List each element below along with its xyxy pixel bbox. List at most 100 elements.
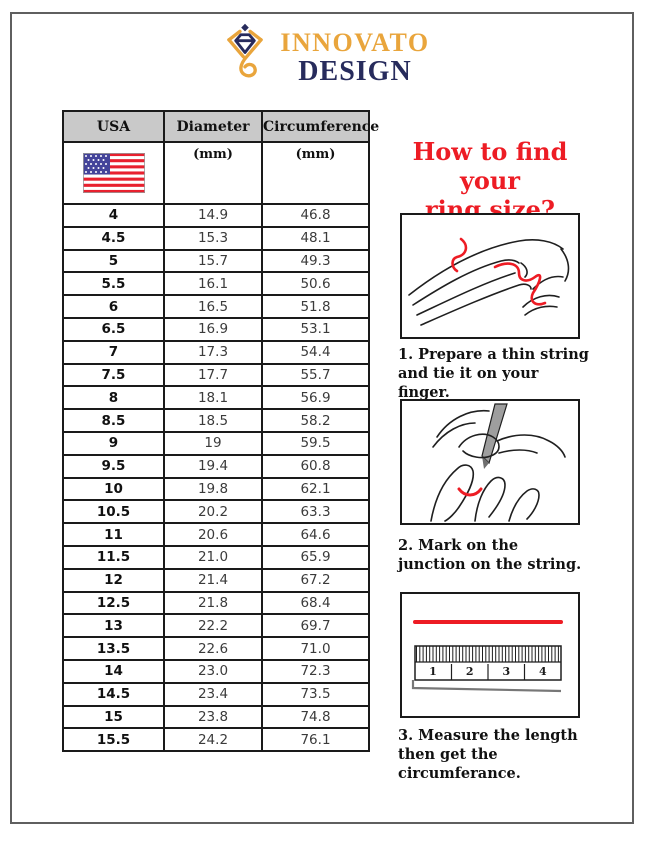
cell-circumference: 56.9: [261, 385, 370, 411]
column-header-usa: USA: [62, 110, 165, 143]
cell-usa-size: 5: [62, 248, 165, 274]
cell-circumference: 48.1: [261, 225, 370, 251]
table-row: 11 20.6 64.6: [62, 522, 370, 547]
diameter-unit: (mm): [163, 141, 263, 205]
cell-usa-size: 12: [62, 567, 165, 593]
cell-diameter: 21.8: [163, 590, 263, 616]
table-row: 10 19.8 62.1: [62, 476, 370, 502]
table-row: 15 23.8 74.8: [62, 704, 370, 730]
cell-circumference: 68.4: [261, 590, 370, 616]
cell-diameter: 16.5: [163, 294, 263, 319]
cell-usa-size: 10: [62, 476, 165, 502]
howto-title: How to find your ring size?: [412, 137, 568, 224]
cell-circumference: 50.6: [261, 271, 370, 297]
table-row: 15.5 24.2 76.1: [62, 727, 370, 753]
cell-usa-size: 6: [62, 294, 165, 319]
table-row: 11.5 21.0 65.9: [62, 544, 370, 570]
cell-circumference: 46.8: [261, 203, 370, 228]
cell-diameter: 16.1: [163, 271, 263, 297]
cell-diameter: 16.9: [163, 316, 263, 342]
logo-name: INNOVATO: [280, 27, 430, 57]
table-row: 12 21.4 67.2: [62, 567, 370, 593]
cell-circumference: 63.3: [261, 499, 370, 525]
cell-usa-size: 7: [62, 339, 165, 365]
cell-circumference: 74.8: [261, 704, 370, 730]
column-header-diameter: Diameter: [163, 110, 263, 143]
cell-usa-size: 9.5: [62, 453, 165, 479]
step3-caption: 3. Measure the length then get the circu…: [398, 727, 578, 782]
table-row: 5.5 16.1 50.6: [62, 271, 370, 297]
cell-diameter: 23.0: [163, 658, 263, 684]
cell-circumference: 62.1: [261, 476, 370, 502]
table-row: 4 14.9 46.8: [62, 203, 370, 228]
cell-usa-size: 14: [62, 658, 165, 684]
cell-diameter: 24.2: [163, 727, 263, 753]
logo-subname: DESIGN: [298, 55, 412, 87]
cell-diameter: 23.8: [163, 704, 263, 730]
table-row: 9.5 19.4 60.8: [62, 453, 370, 479]
cell-usa-size: 8.5: [62, 408, 165, 433]
cell-diameter: 19.8: [163, 476, 263, 502]
table-row: 7.5 17.7 55.7: [62, 362, 370, 388]
step2-mark-string-illustration: [400, 399, 580, 525]
cell-diameter: 23.4: [163, 681, 263, 707]
cell-circumference: 69.7: [261, 613, 370, 639]
cell-diameter: 22.2: [163, 613, 263, 639]
cell-usa-size: 7.5: [62, 362, 165, 388]
cell-diameter: 19.4: [163, 453, 263, 479]
cell-circumference: 72.3: [261, 658, 370, 684]
ruler-number-4: 4: [539, 665, 547, 678]
step2-caption: 2. Mark on the junction on the string.: [398, 537, 582, 573]
cell-usa-size: 15.5: [62, 727, 165, 753]
step1-caption: 1. Prepare a thin string and tie it on y…: [398, 346, 589, 401]
cell-circumference: 59.5: [261, 430, 370, 456]
table-row: 14 23.0 72.3: [62, 658, 370, 684]
table-row: 13.5 22.6 71.0: [62, 636, 370, 661]
cell-circumference: 73.5: [261, 681, 370, 707]
cell-circumference: 60.8: [261, 453, 370, 479]
table-row: 10.5 20.2 63.3: [62, 499, 370, 525]
cell-usa-size: 14.5: [62, 681, 165, 707]
cell-circumference: 53.1: [261, 316, 370, 342]
cell-usa-size: 10.5: [62, 499, 165, 525]
step1-hand-string-illustration: [400, 213, 580, 339]
cell-usa-size: 5.5: [62, 271, 165, 297]
cell-usa-size: 8: [62, 385, 165, 411]
table-row: 7 17.3 54.4: [62, 339, 370, 365]
cell-diameter: 19: [163, 430, 263, 456]
table-header-row: USA Diameter Circumference: [62, 110, 379, 143]
step3-ruler-illustration: 1 2 3 4: [400, 592, 580, 718]
table-row: 6.5 16.9 53.1: [62, 316, 370, 342]
table-row: 4.5 15.3 48.1: [62, 225, 370, 251]
cell-usa-size: 13.5: [62, 636, 165, 661]
cell-usa-size: 9: [62, 430, 165, 456]
cell-diameter: 18.5: [163, 408, 263, 433]
table-row: 14.5 23.4 73.5: [62, 681, 370, 707]
usa-flag-icon: [82, 153, 145, 197]
cell-circumference: 58.2: [261, 408, 370, 433]
table-row: 9 19 59.5: [62, 430, 370, 456]
cell-diameter: 22.6: [163, 636, 263, 661]
cell-diameter: 17.3: [163, 339, 263, 365]
cell-usa-size: 6.5: [62, 316, 165, 342]
table-row: 8.5 18.5 58.2: [62, 408, 370, 433]
cell-diameter: 21.0: [163, 544, 263, 570]
table-row: 5 15.7 49.3: [62, 248, 370, 274]
cell-circumference: 67.2: [261, 567, 370, 593]
cell-circumference: 76.1: [261, 727, 370, 753]
diamond-ring-logo-icon: [218, 22, 272, 93]
table-row: 13 22.2 69.7: [62, 613, 370, 639]
cell-circumference: 54.4: [261, 339, 370, 365]
cell-circumference: 49.3: [261, 248, 370, 274]
cell-usa-size: 4: [62, 203, 165, 228]
table-row: 8 18.1 56.9: [62, 385, 370, 411]
table-body: 4 14.9 46.8 4.5 15.3 48.1 5 15.7 49.3 5.…: [62, 203, 370, 753]
table-row: 12.5 21.8 68.4: [62, 590, 370, 616]
cell-usa-size: 12.5: [62, 590, 165, 616]
cell-usa-size: 13: [62, 613, 165, 639]
cell-diameter: 15.7: [163, 248, 263, 274]
cell-circumference: 51.8: [261, 294, 370, 319]
column-header-circumference: Circumference: [261, 110, 379, 143]
brand-logo: INNOVATO DESIGN: [0, 22, 648, 93]
